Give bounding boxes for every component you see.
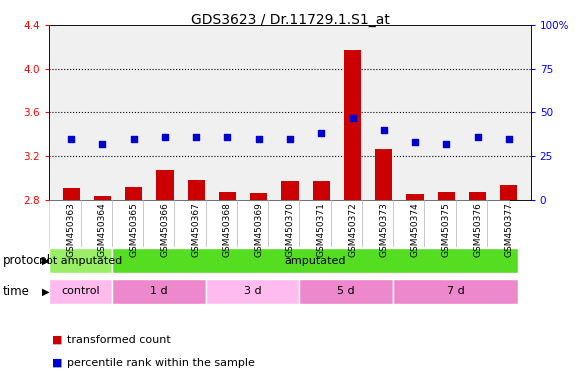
Bar <box>299 279 393 304</box>
Text: GSM450369: GSM450369 <box>254 202 263 257</box>
Text: GSM450366: GSM450366 <box>161 202 169 257</box>
Text: control: control <box>61 286 100 296</box>
Text: percentile rank within the sample: percentile rank within the sample <box>67 358 255 368</box>
Text: amputated: amputated <box>284 256 346 266</box>
Bar <box>112 279 205 304</box>
Text: GSM450371: GSM450371 <box>317 202 326 257</box>
Text: time: time <box>3 285 30 298</box>
Bar <box>157 170 173 200</box>
Text: 1 d: 1 d <box>150 286 168 296</box>
Text: GSM450367: GSM450367 <box>192 202 201 257</box>
Point <box>379 127 389 133</box>
Text: 3 d: 3 d <box>244 286 262 296</box>
Bar <box>94 196 111 200</box>
Bar <box>112 248 518 273</box>
Text: 7 d: 7 d <box>447 286 465 296</box>
Point <box>441 141 451 147</box>
Text: GSM450368: GSM450368 <box>223 202 232 257</box>
Text: ■: ■ <box>52 358 63 368</box>
Text: GSM450373: GSM450373 <box>379 202 388 257</box>
Text: GSM450376: GSM450376 <box>473 202 482 257</box>
Point <box>67 136 76 142</box>
Bar <box>49 248 112 273</box>
Bar <box>313 181 330 200</box>
Bar <box>500 185 517 200</box>
Text: GSM450363: GSM450363 <box>67 202 75 257</box>
Text: ▶: ▶ <box>42 286 49 296</box>
Bar <box>438 192 455 200</box>
Bar <box>219 192 236 200</box>
Text: 5 d: 5 d <box>338 286 355 296</box>
Bar <box>469 192 486 200</box>
Point <box>317 130 326 136</box>
Bar <box>49 279 112 304</box>
Bar <box>63 188 80 200</box>
Point <box>285 136 295 142</box>
Point <box>254 136 263 142</box>
Bar <box>205 279 299 304</box>
Point <box>348 114 357 121</box>
Bar <box>281 181 299 200</box>
Bar <box>344 50 361 200</box>
Bar <box>125 187 142 200</box>
Text: GSM450365: GSM450365 <box>129 202 138 257</box>
Bar <box>393 279 518 304</box>
Text: GSM450377: GSM450377 <box>505 202 513 257</box>
Text: not amputated: not amputated <box>39 256 122 266</box>
Text: GDS3623 / Dr.11729.1.S1_at: GDS3623 / Dr.11729.1.S1_at <box>191 13 389 27</box>
Point <box>98 141 107 147</box>
Text: ▶: ▶ <box>42 256 49 266</box>
Point <box>473 134 482 140</box>
Bar <box>250 193 267 200</box>
Point <box>223 134 232 140</box>
Text: GSM450375: GSM450375 <box>442 202 451 257</box>
Text: GSM450364: GSM450364 <box>98 202 107 257</box>
Text: transformed count: transformed count <box>67 335 171 345</box>
Bar <box>187 180 205 200</box>
Text: GSM450374: GSM450374 <box>411 202 419 257</box>
Point <box>504 136 513 142</box>
Bar <box>407 194 423 200</box>
Point <box>191 134 201 140</box>
Point <box>411 139 420 145</box>
Text: GSM450370: GSM450370 <box>285 202 295 257</box>
Bar <box>375 149 393 200</box>
Text: GSM450372: GSM450372 <box>348 202 357 257</box>
Text: protocol: protocol <box>3 254 51 267</box>
Point <box>129 136 139 142</box>
Text: ■: ■ <box>52 335 63 345</box>
Point <box>160 134 169 140</box>
